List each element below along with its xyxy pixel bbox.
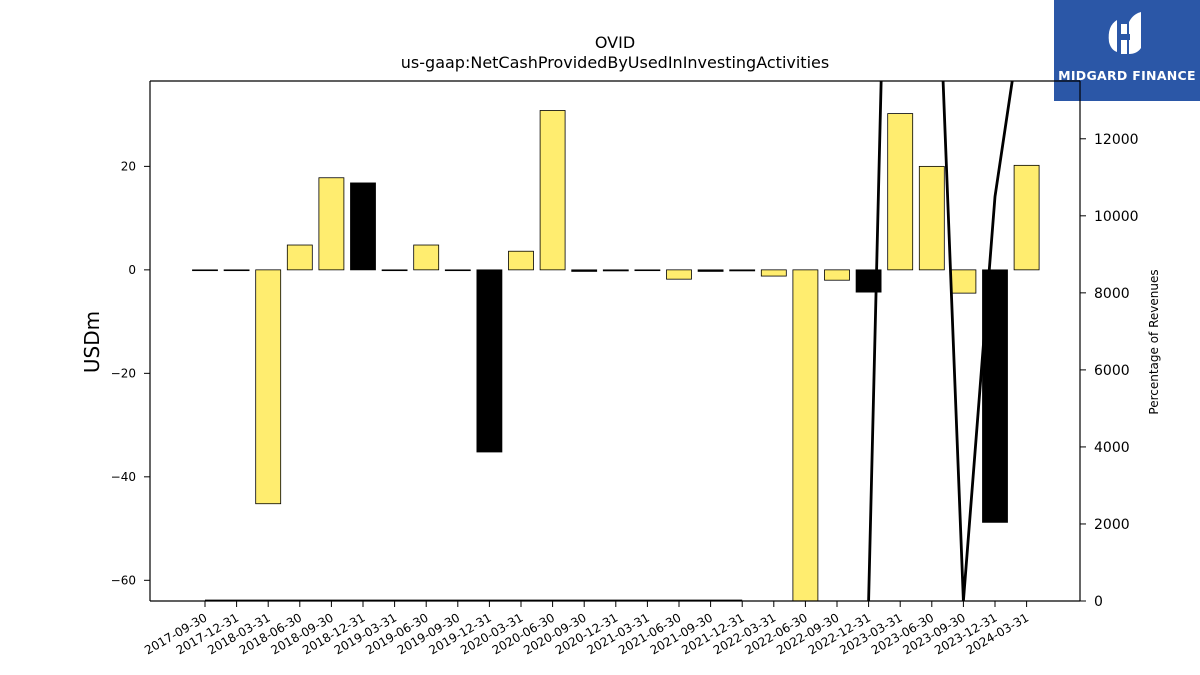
bar <box>729 269 756 272</box>
y2-tick-label: 8000 <box>1094 286 1130 302</box>
bar <box>381 269 408 272</box>
y-tick-label: −40 <box>111 470 136 484</box>
bar <box>539 110 566 271</box>
y2-tick-label: 6000 <box>1094 363 1130 379</box>
bar <box>571 269 598 272</box>
bar <box>760 269 787 277</box>
series-line <box>867 81 1014 601</box>
brand-logo: MIDGARD FINANCE <box>1054 0 1200 101</box>
bar <box>350 182 376 271</box>
y-tick-label: 20 <box>121 159 136 173</box>
y2-tick-label: 4000 <box>1094 440 1130 456</box>
bars-layer <box>192 110 1040 601</box>
y-axis-label: USDm <box>80 311 104 373</box>
midgard-logo-icon <box>1108 12 1141 54</box>
chart-title: OVID <box>595 33 635 52</box>
bar <box>286 244 313 271</box>
y2-tick-label: 10000 <box>1094 209 1139 225</box>
bar <box>918 165 945 271</box>
bar <box>824 269 850 281</box>
bar <box>508 250 534 271</box>
bar <box>887 113 914 271</box>
brand-name: MIDGARD FINANCE <box>1058 68 1196 83</box>
y2-tick-label: 2000 <box>1094 517 1130 533</box>
y2-axis-label: Percentage of Revenues <box>1147 269 1161 414</box>
bar <box>792 269 819 601</box>
bar <box>950 269 977 294</box>
bar <box>444 269 471 272</box>
bar <box>602 269 629 272</box>
bar <box>413 244 440 271</box>
bar <box>1013 164 1040 271</box>
bar <box>666 269 692 280</box>
bar <box>223 269 250 272</box>
bar <box>318 177 345 271</box>
bar <box>255 269 282 505</box>
y-tick-label: 0 <box>128 263 136 277</box>
bar <box>476 269 503 453</box>
bar <box>634 269 661 272</box>
line-layer <box>205 81 1014 601</box>
y2-tick-label: 12000 <box>1094 132 1139 148</box>
y2-tick-label: 0 <box>1094 594 1103 610</box>
y-tick-label: −60 <box>111 573 136 587</box>
chart-subtitle: us-gaap:NetCashProvidedByUsedInInvesting… <box>401 53 829 72</box>
y-tick-label: −20 <box>111 366 136 380</box>
bar <box>192 269 218 272</box>
bar <box>697 269 724 272</box>
